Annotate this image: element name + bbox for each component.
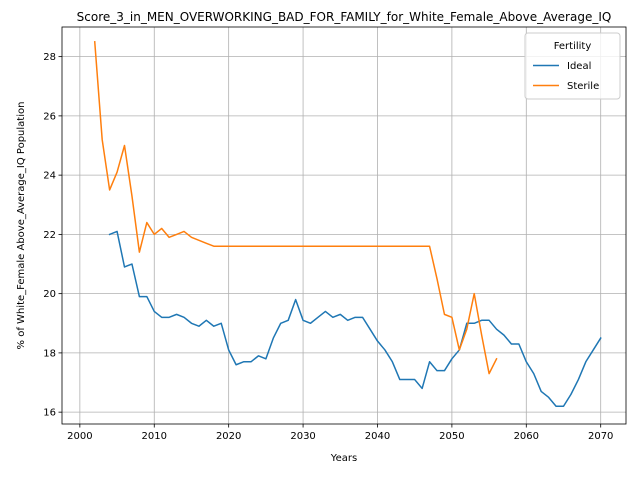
- x-tick-label: 2050: [439, 431, 464, 442]
- x-tick-label: 2010: [142, 431, 167, 442]
- x-tick-label: 2000: [67, 431, 92, 442]
- x-tick-label: 2070: [588, 431, 613, 442]
- legend-entries: Ideal Sterile: [533, 61, 599, 92]
- y-tick-label: 26: [43, 111, 56, 122]
- x-tick-label: 2060: [514, 431, 539, 442]
- series-line-ideal: [108, 230, 602, 407]
- x-tick-label: 2020: [216, 431, 241, 442]
- grid-lines: [62, 27, 626, 424]
- chart-title: Score_3_in_MEN_OVERWORKING_BAD_FOR_FAMIL…: [77, 10, 612, 24]
- axis-ticks: 2000 2010 2020 2030 2040 2050 2060 2070 16 18 20 22…: [43, 52, 613, 442]
- legend-label-ideal: Ideal: [567, 61, 591, 72]
- legend: Fertility Ideal Sterile: [524, 32, 621, 100]
- plot-frame: [61, 26, 627, 425]
- y-tick-label: 20: [43, 289, 56, 300]
- x-tick-label: 2030: [290, 431, 315, 442]
- y-axis-title: % of White_Female Above_Average_IQ Popul…: [16, 102, 27, 350]
- legend-box: [524, 32, 621, 100]
- series-lines: [93, 41, 602, 407]
- y-tick-label: 16: [43, 408, 56, 419]
- x-axis-title: Years: [330, 453, 357, 464]
- y-tick-label: 28: [43, 52, 56, 63]
- x-tick-label: 2040: [365, 431, 390, 442]
- series-line-sterile: [93, 41, 498, 375]
- legend-title: Fertility: [554, 41, 592, 52]
- y-tick-label: 18: [43, 348, 56, 359]
- y-tick-label: 22: [43, 230, 56, 241]
- legend-label-sterile: Sterile: [567, 81, 599, 92]
- y-tick-label: 24: [43, 171, 56, 182]
